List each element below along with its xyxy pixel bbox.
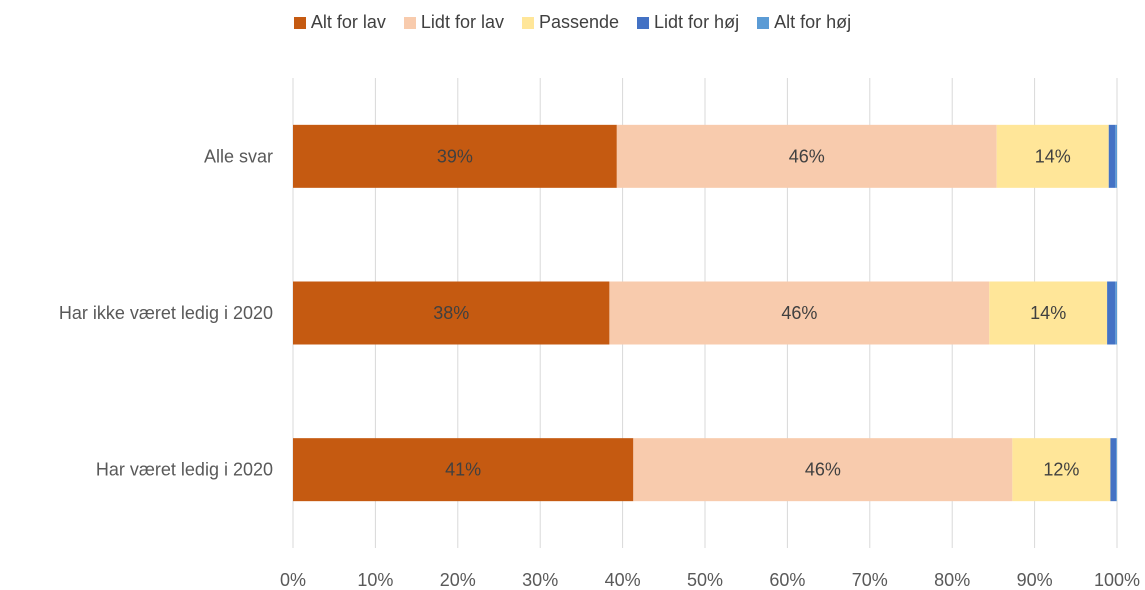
bar-segment bbox=[293, 124, 617, 188]
legend-item: Alt for lav bbox=[293, 12, 386, 33]
x-tick-label: 60% bbox=[769, 570, 805, 590]
legend-item: Lidt for høj bbox=[637, 12, 739, 33]
category-label: Alle svar bbox=[204, 146, 273, 166]
bar-segment bbox=[633, 438, 1013, 502]
legend-swatch bbox=[293, 16, 306, 29]
bar-segment bbox=[1110, 438, 1117, 502]
legend-label: Lidt for lav bbox=[420, 12, 504, 32]
x-tick-label: 40% bbox=[605, 570, 641, 590]
x-tick-label: 70% bbox=[852, 570, 888, 590]
bar-segment bbox=[1107, 281, 1116, 345]
category-label: Har været ledig i 2020 bbox=[96, 460, 273, 480]
x-tick-label: 10% bbox=[357, 570, 393, 590]
data-label: 38% bbox=[433, 303, 469, 323]
bar-segment bbox=[609, 281, 990, 345]
bar-segment bbox=[1108, 124, 1116, 188]
x-tick-label: 30% bbox=[522, 570, 558, 590]
x-tick-label: 80% bbox=[934, 570, 970, 590]
x-tick-label: 0% bbox=[280, 570, 306, 590]
data-label: 14% bbox=[1030, 303, 1066, 323]
legend-item: Alt for høj bbox=[757, 12, 851, 33]
bar-segment bbox=[293, 438, 634, 502]
category-label: Har ikke været ledig i 2020 bbox=[59, 303, 273, 323]
x-tick-label: 20% bbox=[440, 570, 476, 590]
bar-segment bbox=[989, 281, 1108, 345]
data-label: 46% bbox=[781, 303, 817, 323]
legend-label: Alt for høj bbox=[774, 12, 852, 32]
chart-legend: Alt for lav Lidt for lav Passende Lidt for … bbox=[0, 12, 1145, 33]
legend-swatch bbox=[757, 16, 770, 29]
legend-label: Alt for lav bbox=[310, 12, 386, 32]
data-label: 39% bbox=[437, 146, 473, 166]
data-label: 41% bbox=[445, 460, 481, 480]
x-tick-label: 100% bbox=[1094, 570, 1140, 590]
legend-item: Lidt for lav bbox=[403, 12, 504, 33]
data-label: 46% bbox=[805, 460, 841, 480]
data-label: 14% bbox=[1035, 146, 1071, 166]
legend-swatch bbox=[637, 16, 650, 29]
bar-segment bbox=[1012, 438, 1111, 502]
bar-segment bbox=[1115, 281, 1117, 345]
x-tick-label: 90% bbox=[1017, 570, 1053, 590]
legend-label: Lidt for høj bbox=[654, 12, 740, 32]
legend-item: Passende bbox=[521, 12, 620, 33]
legend-swatch bbox=[521, 16, 534, 29]
bar-segment bbox=[1115, 124, 1117, 188]
bar-segment bbox=[616, 124, 997, 188]
data-label: 46% bbox=[789, 146, 825, 166]
bar-segment bbox=[293, 281, 610, 345]
bar-segment bbox=[1116, 438, 1117, 502]
bar-segment bbox=[996, 124, 1109, 188]
x-tick-label: 50% bbox=[687, 570, 723, 590]
legend-swatch bbox=[403, 16, 416, 29]
legend-label: Passende bbox=[538, 12, 620, 32]
data-label: 12% bbox=[1043, 460, 1079, 480]
